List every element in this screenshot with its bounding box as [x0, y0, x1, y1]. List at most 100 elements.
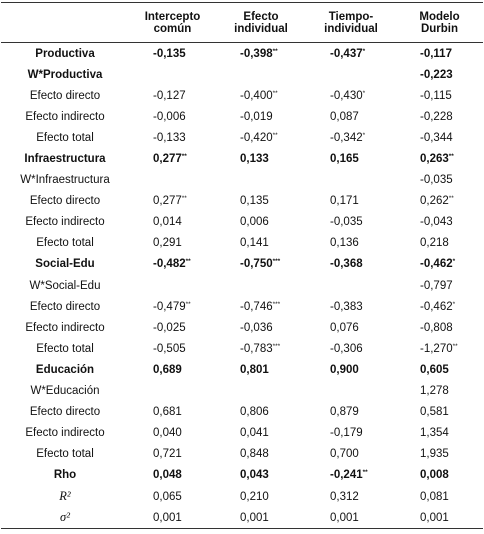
value-cell: 0,076: [306, 317, 396, 338]
table-row: Educación 0,689 0,801 0,900 0,605: [1, 359, 483, 380]
row-label: Efecto total: [36, 448, 94, 461]
significance-mark: **: [181, 195, 187, 203]
table-row: Infraestructura 0,277** 0,133 0,165 0,263**: [1, 148, 483, 169]
significance-mark: **: [448, 153, 454, 161]
value-cell: 0,848: [216, 444, 306, 465]
header-line: Intercepto: [144, 10, 201, 23]
table-row: Efecto total -0,505 -0,783*** -0,306 -1,270*…: [1, 338, 483, 359]
value-text: 0,014: [153, 216, 182, 229]
table-row: Efecto directo -0,127 -0,400** -0,430* -0,11…: [1, 85, 483, 106]
row-label: Efecto indirecto: [25, 321, 105, 334]
row-label: Efecto directo: [29, 89, 101, 102]
value-cell: -0,383: [306, 296, 396, 317]
value-text: -0,420: [240, 131, 273, 144]
value-text: -0,115: [420, 89, 452, 102]
table-row: Productiva -0,135 -0,398** -0,437* -0,117: [1, 43, 483, 65]
value-cell: -0,006: [129, 106, 216, 127]
row-label: σ²: [1, 507, 129, 530]
value-cell: -0,025: [129, 317, 216, 338]
value-text: -0,505: [153, 342, 186, 355]
value-cell: 0,048: [129, 465, 216, 486]
table-header: Intercepto común Efecto individual Tiempo-in…: [1, 2, 483, 43]
table-row: Efecto total 0,721 0,848 0,700 1,935: [1, 444, 483, 465]
value-cell: -1,270**: [396, 338, 483, 359]
significance-mark: **: [452, 342, 458, 350]
value-text: 1,935: [420, 448, 449, 461]
row-label: W*Infraestructura: [20, 174, 110, 187]
header-line: Durbin: [420, 22, 459, 35]
value-text: 0,879: [330, 406, 359, 419]
table-row: Efecto directo 0,277** 0,135 0,171 0,262**: [1, 191, 483, 212]
value-text: 0,806: [240, 406, 269, 419]
value-cell: 0,081: [396, 486, 483, 507]
significance-mark: **: [272, 89, 278, 97]
table-row: Efecto indirecto 0,040 0,041 -0,179 1,354: [1, 423, 483, 444]
value-cell: [129, 64, 216, 85]
value-cell: -0,398**: [216, 43, 306, 65]
value-text: 1,354: [420, 427, 449, 440]
value-text: -0,241: [330, 469, 363, 482]
value-text: 0,048: [153, 469, 182, 482]
value-cell: -0,482**: [129, 254, 216, 275]
row-label: Efecto indirecto: [25, 216, 105, 229]
value-cell: -0,241**: [306, 465, 396, 486]
table-row: Rho 0,048 0,043 -0,241** 0,008: [1, 465, 483, 486]
value-text: -0,383: [330, 300, 363, 313]
value-cell: 0,291: [129, 233, 216, 254]
significance-mark: *: [362, 89, 366, 97]
value-text: -0,783: [240, 342, 273, 355]
value-text: 0,040: [153, 427, 182, 440]
table-row: σ² 0,001 0,001 0,001 0,001: [1, 507, 483, 530]
significance-mark: *: [452, 300, 456, 308]
value-cell: -0,135: [129, 43, 216, 65]
value-text: -0,479: [153, 300, 186, 313]
value-cell: -0,342*: [306, 127, 396, 148]
value-cell: 0,900: [306, 359, 396, 380]
value-text: -0,019: [240, 110, 273, 123]
value-cell: -0,035: [396, 170, 483, 191]
value-text: -0,400: [240, 89, 273, 102]
header-line: Tiempo-: [328, 10, 374, 23]
value-cell: -0,306: [306, 338, 396, 359]
column-header: Tiempo-individual: [306, 2, 396, 43]
value-cell: 0,008: [396, 465, 483, 486]
value-cell: 0,001: [129, 507, 216, 530]
value-text: 0,136: [330, 237, 359, 250]
value-cell: -0,117: [396, 43, 483, 65]
value-text: 0,001: [240, 511, 269, 524]
value-cell: -0,228: [396, 106, 483, 127]
value-text: 0,043: [240, 469, 269, 482]
value-text: -0,223: [420, 68, 453, 81]
value-text: 0,291: [153, 237, 182, 250]
value-cell: -0,505: [129, 338, 216, 359]
value-cell: -0,750***: [216, 254, 306, 275]
value-cell: 0,043: [216, 465, 306, 486]
table-row: Efecto total 0,291 0,141 0,136 0,218: [1, 233, 483, 254]
significance-mark: *: [362, 47, 366, 55]
value-cell: 0,171: [306, 191, 396, 212]
value-text: 0,081: [420, 490, 449, 503]
row-label: Educación: [35, 363, 95, 376]
value-cell: 0,065: [129, 486, 216, 507]
significance-mark: **: [272, 47, 278, 55]
value-cell: -0,035: [306, 212, 396, 233]
value-text: -0,036: [240, 321, 273, 334]
table-row: R² 0,065 0,210 0,312 0,081: [1, 486, 483, 507]
value-cell: -0,400**: [216, 85, 306, 106]
value-cell: 0,689: [129, 359, 216, 380]
value-cell: [306, 381, 396, 402]
header-line: individual: [234, 22, 288, 35]
header-line: Efecto: [243, 10, 279, 23]
value-cell: 0,681: [129, 402, 216, 423]
value-cell: 0,801: [216, 359, 306, 380]
value-text: -0,117: [420, 47, 452, 60]
value-text: 0,165: [330, 153, 359, 166]
value-cell: 0,014: [129, 212, 216, 233]
value-cell: 0,133: [216, 148, 306, 169]
header-line: común: [153, 22, 192, 35]
value-cell: 0,263**: [396, 148, 483, 169]
row-label: W*Productiva: [27, 68, 103, 81]
header-line: individual: [324, 22, 378, 35]
value-cell: -0,344: [396, 127, 483, 148]
